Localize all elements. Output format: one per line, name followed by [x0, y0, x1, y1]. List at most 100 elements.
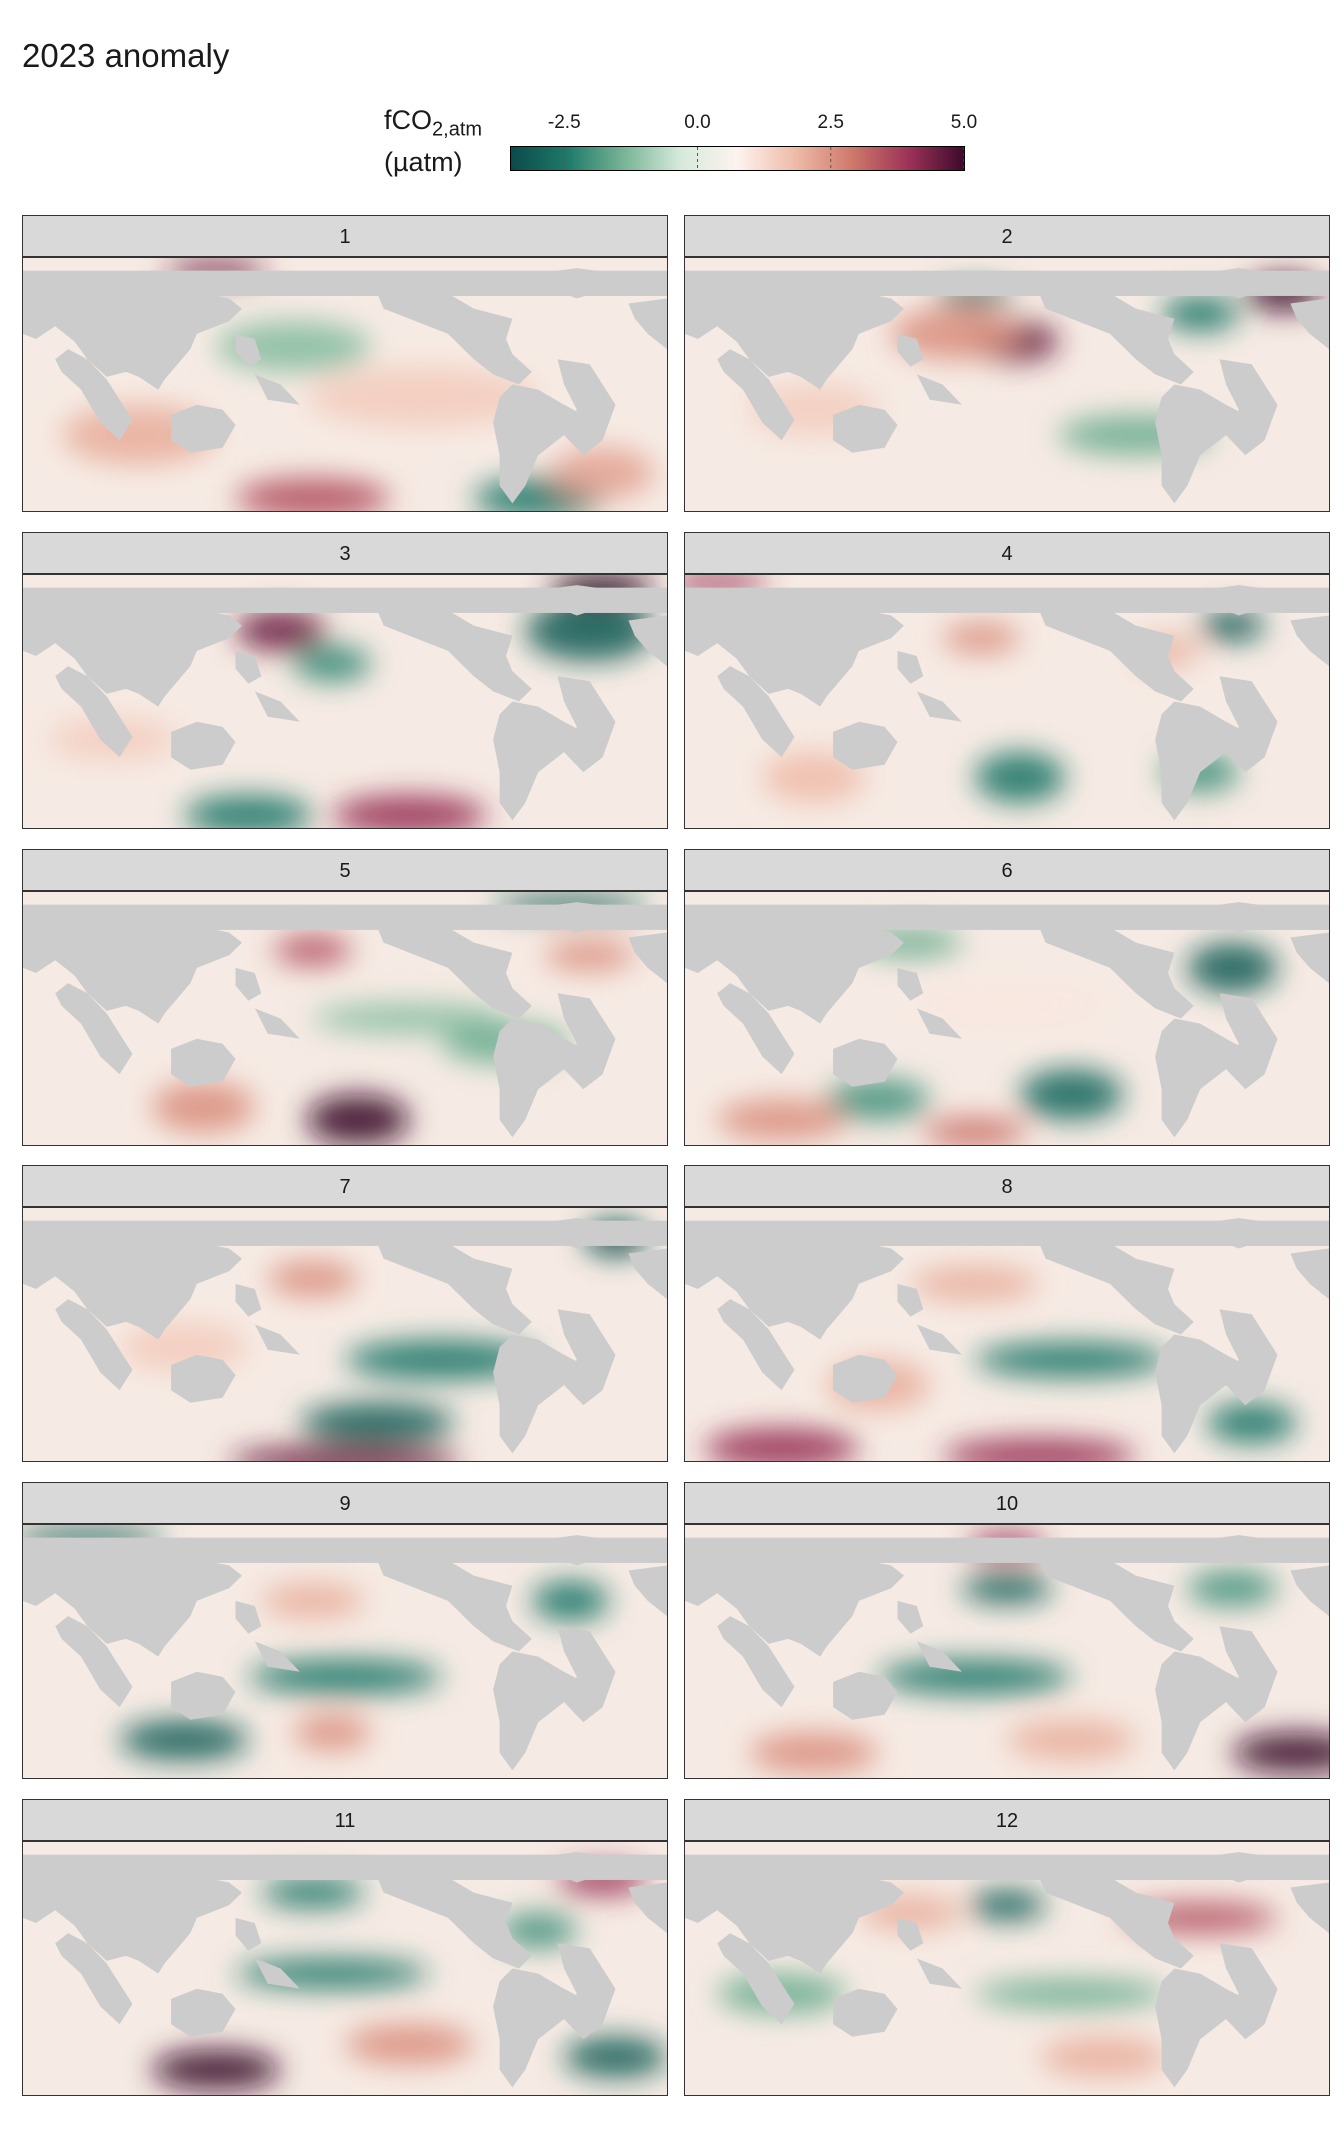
- land-mask: [628, 298, 667, 350]
- map-panel-month-4: 4: [684, 532, 1330, 829]
- land-mask: [691, 1580, 705, 1589]
- land-mask: [628, 1565, 667, 1617]
- land-mask: [1219, 676, 1278, 773]
- anomaly-region: [826, 1079, 930, 1120]
- land-mask: [55, 983, 133, 1075]
- map-plot-area: [22, 1207, 668, 1462]
- land-mask: [23, 1872, 242, 1974]
- land-mask: [1155, 1018, 1246, 1138]
- anomaly-region: [942, 623, 1020, 654]
- land-mask: [1219, 359, 1278, 456]
- anomaly-region: [1232, 1732, 1329, 1773]
- land-mask: [833, 721, 898, 770]
- map-plot-area: [22, 891, 668, 1146]
- colorbar-tick-label: -2.5: [547, 112, 581, 133]
- land-mask: [171, 404, 236, 453]
- land-mask: [1155, 701, 1246, 821]
- land-mask: [1155, 1968, 1246, 2088]
- land-mask: [493, 384, 584, 504]
- anomaly-region: [312, 1003, 506, 1034]
- land-mask: [685, 1555, 904, 1657]
- anomaly-field: [704, 1266, 1297, 1461]
- land-mask: [916, 1324, 962, 1355]
- anomaly-field: [61, 260, 655, 511]
- map-plot-area: [22, 1524, 668, 1779]
- anomaly-region: [974, 752, 1065, 803]
- land-mask: [897, 967, 924, 1001]
- anomaly-region: [229, 1445, 461, 1461]
- land-mask: [235, 650, 262, 684]
- map-plot-area: [684, 891, 1330, 1146]
- land-mask: [691, 1897, 705, 1906]
- land-mask: [833, 1354, 898, 1403]
- anomaly-region: [248, 1659, 442, 1695]
- anomaly-region: [942, 1438, 1136, 1461]
- land-mask: [1200, 1852, 1278, 1883]
- land-mask: [833, 404, 898, 453]
- land-mask: [1200, 1218, 1278, 1249]
- map-panel-month-9: 9: [22, 1482, 668, 1779]
- land-mask: [493, 1968, 584, 2088]
- land-mask: [1290, 615, 1329, 667]
- land-mask: [254, 691, 300, 722]
- panel-strip-label: 3: [22, 532, 668, 574]
- figure-title: 2023 anomaly: [22, 37, 230, 74]
- land-mask: [1290, 1248, 1329, 1300]
- map-panel-month-6: 6: [684, 849, 1330, 1146]
- land-mask: [1290, 1565, 1329, 1617]
- colorbar-gradient: [511, 147, 964, 170]
- panel-strip-label: 2: [684, 215, 1330, 257]
- panel-strip-label: 1: [22, 215, 668, 257]
- land-mask: [55, 1616, 133, 1708]
- anomaly-region: [345, 1339, 539, 1381]
- anomaly-region: [749, 1732, 879, 1773]
- land-mask: [628, 1882, 667, 1934]
- land-mask: [493, 1651, 584, 1771]
- anomaly-region: [267, 1261, 358, 1297]
- land-mask: [897, 650, 924, 684]
- land-mask: [1155, 384, 1246, 504]
- map-panel-month-5: 5: [22, 849, 668, 1146]
- anomaly-region: [151, 2049, 281, 2090]
- land-mask: [23, 288, 242, 390]
- panel-strip-label: 6: [684, 849, 1330, 891]
- land-mask: [717, 1299, 795, 1391]
- anomaly-region: [704, 1428, 859, 1461]
- anomaly-region: [551, 447, 655, 499]
- map-plot-area: [22, 1841, 668, 2096]
- land-mask: [717, 983, 795, 1075]
- anomaly-region: [968, 1890, 1046, 1921]
- land-mask: [23, 1238, 242, 1340]
- anomaly-region: [306, 1094, 410, 1145]
- land-mask: [1200, 1535, 1278, 1566]
- land-mask: [1200, 268, 1278, 299]
- anomaly-region: [235, 478, 391, 511]
- map-panel-month-12: 12: [684, 1799, 1330, 2096]
- anomaly-region: [1039, 2036, 1168, 2078]
- anomaly-region: [544, 940, 635, 971]
- land-mask: [538, 1535, 616, 1566]
- panel-strip-label: 11: [22, 1799, 668, 1841]
- land-mask: [557, 676, 616, 773]
- anomaly-region: [974, 1342, 1168, 1378]
- map-panel-month-2: 2: [684, 215, 1330, 512]
- colorbar-legend: fCO2,atm (µatm) -2.5 0.0 2.5 5.0: [384, 104, 977, 177]
- land-mask: [557, 1626, 616, 1723]
- land-mask: [235, 1600, 262, 1634]
- anomaly-region: [531, 1580, 610, 1622]
- map-plot-area: [22, 257, 668, 512]
- land-mask: [29, 1897, 43, 1906]
- land-mask: [29, 1263, 43, 1272]
- land-mask: [377, 927, 532, 1019]
- panel-strip-label: 4: [684, 532, 1330, 574]
- land-mask: [897, 1917, 924, 1951]
- land-mask: [717, 1933, 795, 2025]
- anomaly-region: [499, 1912, 577, 1949]
- anomaly-region: [762, 752, 866, 803]
- land-mask: [377, 1877, 532, 1969]
- land-mask: [1155, 1334, 1246, 1454]
- land-mask: [916, 374, 962, 405]
- anomaly-region: [306, 366, 539, 428]
- map-panel-month-7: 7: [22, 1165, 668, 1462]
- panel-strip-label: 5: [22, 849, 668, 891]
